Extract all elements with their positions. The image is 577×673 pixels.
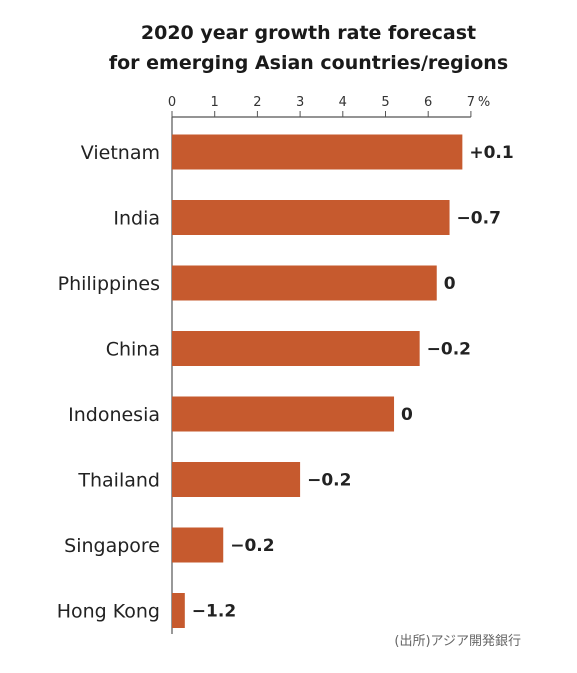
source-note: (出所)アジア開発銀行 — [394, 634, 521, 649]
x-tick-label: 6 — [424, 95, 432, 110]
category-label: Vietnam — [81, 142, 160, 164]
category-label: India — [113, 208, 160, 230]
x-tick-label: 7 — [467, 95, 475, 110]
data-label: −1.2 — [192, 602, 236, 622]
chart-title-line-2: for emerging Asian countries/regions — [108, 52, 509, 74]
bar-thailand — [172, 462, 301, 497]
data-label: +0.1 — [469, 143, 513, 163]
category-label: Philippines — [58, 273, 160, 295]
x-tick-label: 5 — [381, 95, 389, 110]
category-label: Indonesia — [68, 404, 160, 426]
bar-india — [172, 200, 450, 235]
category-label: Singapore — [64, 535, 160, 557]
chart-title-line-1: 2020 year growth rate forecast — [140, 22, 477, 44]
x-tick-label: 3 — [296, 95, 304, 110]
bar-china — [172, 331, 420, 366]
bar-hong-kong — [172, 593, 185, 628]
bar-vietnam — [172, 134, 463, 170]
data-label: −0.2 — [230, 536, 274, 556]
category-label: Hong Kong — [57, 601, 160, 623]
bar-philippines — [172, 265, 437, 301]
data-label: 0 — [401, 405, 413, 425]
x-tick-label: 2 — [253, 95, 261, 110]
category-label: Thailand — [77, 470, 160, 492]
x-tick-label: 4 — [339, 95, 347, 110]
bar-indonesia — [172, 396, 395, 432]
x-unit-label: % — [478, 95, 490, 110]
data-label: 0 — [444, 274, 456, 294]
category-label: China — [106, 339, 160, 361]
x-tick-label: 0 — [168, 95, 176, 110]
data-label: −0.2 — [307, 471, 351, 491]
bar-singapore — [172, 527, 224, 563]
data-label: −0.2 — [427, 340, 471, 360]
x-tick-label: 1 — [211, 95, 219, 110]
data-label: −0.7 — [457, 209, 501, 229]
